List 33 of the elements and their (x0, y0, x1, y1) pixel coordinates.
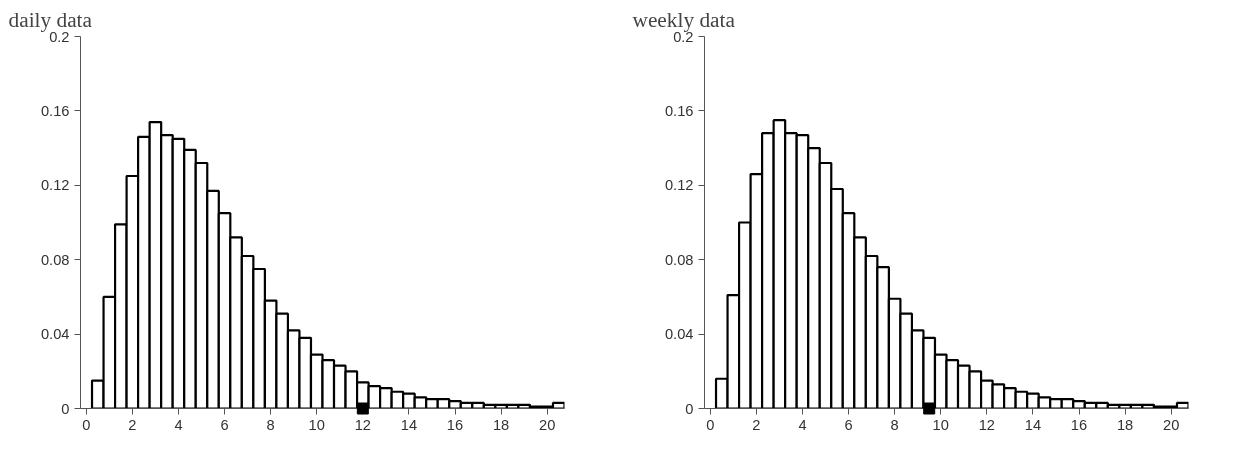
x-tick-label: 2 (128, 416, 137, 433)
y-tick-label: 0.04 (40, 326, 70, 343)
x-tick-label: 6 (220, 416, 229, 433)
x-tick-label: 8 (890, 416, 899, 433)
y-tick-label: 0.16 (40, 102, 70, 119)
x-tick-label: 12 (978, 416, 995, 433)
x-tick-label: 18 (1116, 416, 1134, 433)
x-tick-label: 10 (308, 416, 325, 433)
y-tick-label: 0.12 (664, 177, 694, 194)
x-tick-label: 2 (752, 416, 761, 433)
x-tick-label: 14 (1024, 416, 1042, 433)
x-tick-label: 0 (706, 416, 715, 433)
x-tick-label: 16 (446, 416, 464, 433)
x-tick-label: 14 (400, 416, 418, 433)
x-tick-label: 8 (266, 416, 275, 433)
x-tick-label: 6 (844, 416, 853, 433)
x-tick-label: 20 (539, 416, 556, 433)
x-tick-label: 10 (932, 416, 949, 433)
x-tick-label: 18 (492, 416, 510, 433)
y-tick-label: 0.16 (664, 102, 694, 119)
y-tick-label: 0 (61, 400, 70, 417)
chart-title: weekly data (632, 7, 736, 32)
y-tick-label: 0.12 (40, 177, 70, 194)
x-tick-label: 0 (82, 416, 91, 433)
y-tick-label: 0 (685, 400, 694, 417)
y-tick-label: 0.08 (664, 251, 694, 268)
x-tick-label: 16 (1070, 416, 1088, 433)
y-tick-label: 0.08 (40, 251, 70, 268)
x-tick-label: 20 (1163, 416, 1180, 433)
x-tick-label: 4 (174, 416, 183, 433)
y-tick-label: 0.04 (664, 326, 694, 343)
x-tick-label: 12 (354, 416, 371, 433)
x-tick-label: 4 (798, 416, 807, 433)
